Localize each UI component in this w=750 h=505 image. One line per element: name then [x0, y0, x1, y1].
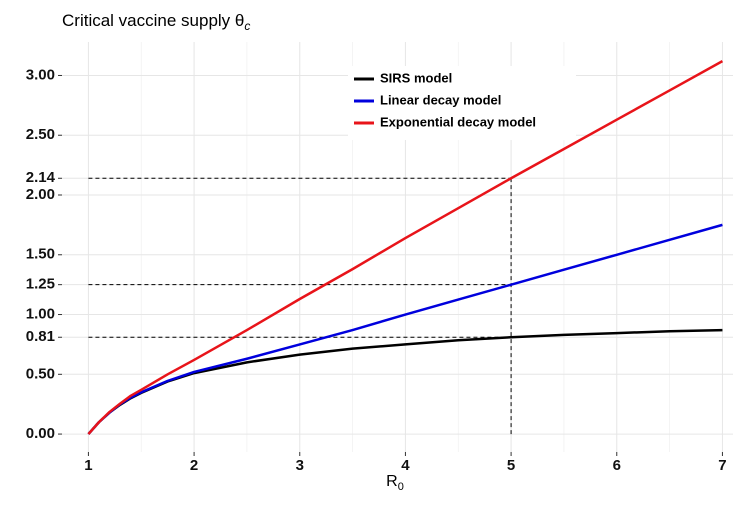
series-line [87, 60, 724, 435]
x-tick-label: 7 [718, 457, 726, 474]
x-tick-label: 2 [190, 457, 198, 474]
legend-label: SIRS model [380, 70, 452, 85]
legend-label: Linear decay model [380, 92, 501, 107]
chart-title: Critical vaccine supply θc [62, 11, 250, 33]
x-tick-label: 4 [401, 457, 410, 474]
y-tick-label: 1.50 [26, 246, 55, 263]
x-tick-label: 3 [296, 457, 304, 474]
legend-label: Exponential decay model [380, 114, 536, 129]
y-tick-label: 1.25 [26, 276, 55, 293]
x-label-subscript: 0 [398, 481, 404, 493]
title-subscript: c [244, 19, 250, 33]
y-tick-label: 0.81 [26, 328, 55, 345]
y-tick-label: 0.50 [26, 365, 55, 382]
y-tick-label: 0.00 [26, 425, 55, 442]
y-tick-label: 2.00 [26, 186, 55, 203]
x-tick-label: 1 [84, 457, 92, 474]
title-text: Critical vaccine supply θ [62, 11, 244, 30]
y-tick-label: 2.14 [26, 169, 56, 186]
y-tick-label: 2.50 [26, 126, 55, 143]
y-tick-label: 3.00 [26, 66, 55, 83]
x-tick-label: 6 [613, 457, 621, 474]
legend-box [348, 66, 576, 140]
x-tick-label: 5 [507, 457, 515, 474]
y-tick-label: 1.00 [26, 306, 55, 323]
x-axis-label: R0 [386, 473, 404, 493]
x-label-text: R [386, 473, 398, 490]
